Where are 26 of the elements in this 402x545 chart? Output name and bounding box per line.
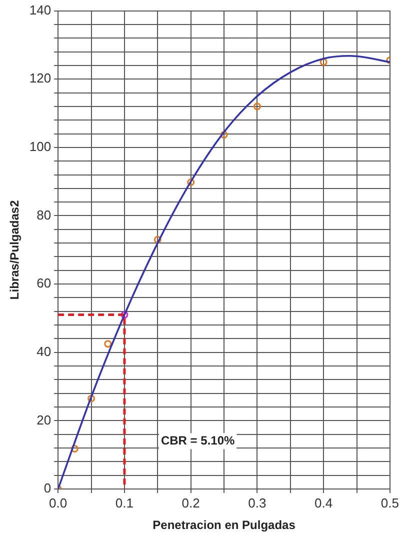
- y-tick-label: 120: [29, 70, 52, 86]
- point: [104, 340, 112, 348]
- y-tick-label: 100: [29, 139, 52, 154]
- x-axis-title: Penetracion en Pulgadas: [152, 518, 296, 532]
- point: [70, 444, 78, 452]
- y-tick-label: 140: [29, 2, 52, 18]
- point: [220, 131, 228, 139]
- y-tick-label: 60: [36, 276, 52, 291]
- y-axis-title: Libras/Pulgadas2: [8, 200, 22, 300]
- y-tick-label: 40: [36, 344, 52, 359]
- x-tick-label: 0.1: [115, 495, 134, 510]
- x-tick-label: 0.3: [248, 495, 266, 510]
- x-tick-label: 0.4: [314, 495, 333, 510]
- point: [320, 58, 328, 66]
- point: [253, 102, 261, 110]
- point: [88, 394, 96, 402]
- point: [154, 236, 162, 244]
- point: [120, 311, 128, 319]
- y-tick-label: 80: [36, 207, 52, 222]
- annotation: CBR = 5.10%: [160, 433, 235, 448]
- y-tick-label: 0: [44, 480, 52, 496]
- y-tick-label: 20: [36, 412, 52, 428]
- x-tick-label: 0.5: [380, 495, 400, 510]
- x-tick-label: 0.2: [182, 495, 200, 510]
- point: [187, 178, 195, 186]
- x-tick-label: 0.0: [49, 495, 68, 510]
